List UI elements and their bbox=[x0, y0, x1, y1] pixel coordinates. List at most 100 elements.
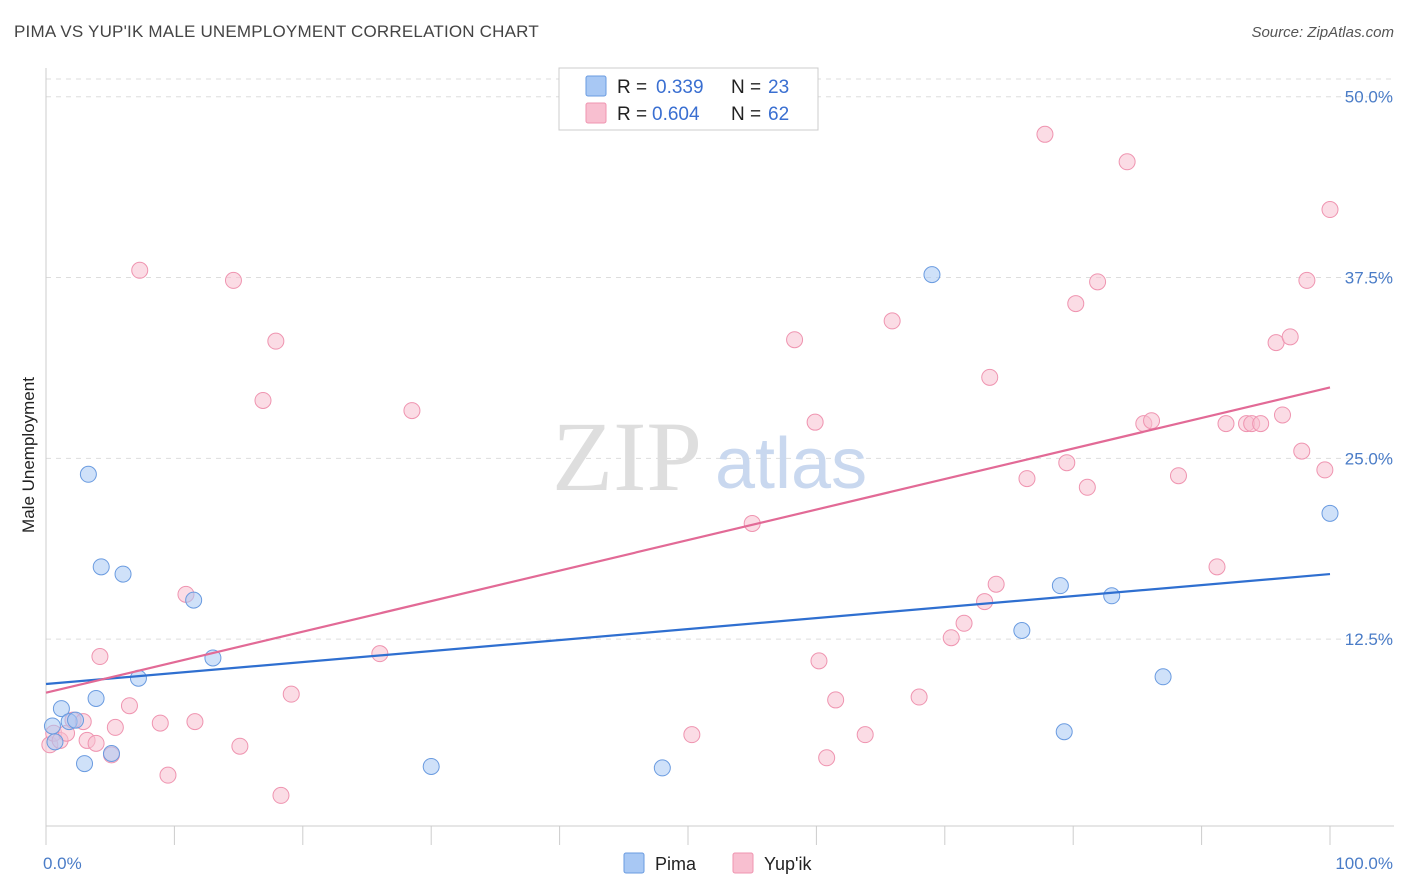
legend-r-label-pima: R = bbox=[617, 77, 647, 98]
yupik-point bbox=[818, 749, 836, 767]
chart-title: PIMA VS YUP'IK MALE UNEMPLOYMENT CORRELA… bbox=[14, 22, 539, 41]
yupik-point bbox=[231, 737, 249, 755]
yupik-point bbox=[810, 652, 828, 670]
y-tick-label: 37.5% bbox=[1345, 269, 1393, 288]
pima-point bbox=[76, 755, 94, 773]
pima-point bbox=[923, 266, 941, 284]
y-axis-label: Male Unemployment bbox=[19, 377, 38, 533]
pima-point bbox=[46, 733, 64, 751]
pima-point bbox=[653, 759, 671, 777]
legend-n-label-yupik: N = bbox=[731, 104, 761, 125]
yupik-point bbox=[1273, 406, 1291, 424]
pima-point bbox=[1321, 504, 1339, 522]
trend-lines bbox=[45, 386, 1331, 694]
yupik-point bbox=[272, 786, 290, 804]
yupik-point bbox=[976, 593, 994, 611]
pima-point bbox=[1103, 587, 1121, 605]
yupik-point bbox=[786, 331, 804, 349]
yupik-point bbox=[151, 714, 169, 732]
yupik-point bbox=[1316, 461, 1334, 479]
yupik-point bbox=[159, 766, 177, 784]
pima-point bbox=[52, 700, 70, 718]
yupik-point bbox=[910, 688, 928, 706]
bottom-legend-swatch-yupik bbox=[732, 852, 754, 874]
yupik-point bbox=[1293, 442, 1311, 460]
legend-swatch-pima bbox=[585, 75, 607, 97]
yupik-point bbox=[1018, 470, 1036, 488]
yupik-point bbox=[856, 726, 874, 744]
axes bbox=[45, 68, 1394, 845]
yupik-point bbox=[1143, 412, 1161, 430]
pima-point bbox=[422, 757, 440, 775]
yupik-point bbox=[87, 734, 105, 752]
pima-point bbox=[1051, 577, 1069, 595]
pima-point bbox=[1013, 621, 1031, 639]
stats-legend: R = 0.339 N = 23 R = 0.604 N = 62 bbox=[558, 67, 819, 131]
yupik-point bbox=[1169, 467, 1187, 485]
yupik-point bbox=[1036, 125, 1054, 143]
yupik-point bbox=[1252, 415, 1270, 433]
pima-point bbox=[43, 717, 61, 735]
legend-n-label-pima: N = bbox=[731, 77, 761, 98]
pima-point bbox=[87, 689, 105, 707]
pima-point bbox=[67, 711, 85, 729]
yupik-point bbox=[1267, 334, 1285, 352]
y-tick-label: 50.0% bbox=[1345, 88, 1393, 107]
yupik-point bbox=[282, 685, 300, 703]
yupik-point bbox=[987, 575, 1005, 593]
source-label: Source: ZipAtlas.com bbox=[1251, 24, 1394, 41]
yupik-point bbox=[1298, 271, 1316, 289]
legend-swatch-yupik bbox=[585, 102, 607, 124]
bottom-legend-label-yupik: Yup'ik bbox=[764, 854, 812, 874]
legend-n-value-yupik: 62 bbox=[768, 104, 789, 125]
yupik-point bbox=[91, 648, 109, 666]
watermark: ZIP atlas bbox=[552, 401, 867, 512]
yupik-point bbox=[1078, 478, 1096, 496]
yupik-point bbox=[371, 645, 389, 663]
y-tick-label: 25.0% bbox=[1345, 449, 1393, 468]
yupik-point bbox=[955, 614, 973, 632]
yupik-point bbox=[1321, 201, 1339, 219]
yupik-points bbox=[41, 125, 1339, 804]
pima-point bbox=[102, 744, 120, 762]
yupik-point bbox=[1089, 273, 1107, 291]
yupik-point bbox=[827, 691, 845, 709]
yupik-point bbox=[131, 261, 149, 279]
yupik-point bbox=[1058, 454, 1076, 472]
yupik-point bbox=[683, 726, 701, 744]
pima-point bbox=[92, 558, 110, 576]
pima-trend-line bbox=[45, 572, 1331, 686]
x-tick-label: 0.0% bbox=[43, 854, 82, 873]
yupik-point bbox=[1217, 415, 1235, 433]
legend-r-label-yupik: R = bbox=[617, 104, 647, 125]
x-tick-label: 100.0% bbox=[1335, 854, 1393, 873]
yupik-point bbox=[1067, 295, 1085, 313]
legend-n-value-pima: 23 bbox=[768, 77, 789, 98]
series-legend: Pima Yup'ik bbox=[623, 852, 812, 874]
yupik-point bbox=[1118, 153, 1136, 171]
yupik-point bbox=[403, 402, 421, 420]
yupik-trend-line bbox=[45, 386, 1331, 694]
legend-r-value-pima: 0.339 bbox=[656, 77, 704, 98]
yupik-point bbox=[120, 697, 138, 715]
pima-point bbox=[1154, 668, 1172, 686]
gridlines bbox=[46, 78, 1394, 640]
bottom-legend-label-pima: Pima bbox=[655, 854, 697, 874]
watermark-atlas: atlas bbox=[715, 424, 867, 504]
yupik-point bbox=[806, 413, 824, 431]
yupik-point bbox=[106, 718, 124, 736]
y-tick-labels: 12.5% 25.0% 37.5% 50.0% bbox=[1345, 88, 1393, 649]
pima-point bbox=[79, 465, 97, 483]
bottom-legend-swatch-pima bbox=[623, 852, 645, 874]
pima-point bbox=[1055, 723, 1073, 741]
yupik-point bbox=[1281, 328, 1299, 346]
legend-r-value-yupik: 0.604 bbox=[652, 104, 700, 125]
yupik-point bbox=[186, 713, 204, 731]
yupik-point bbox=[267, 332, 285, 350]
x-tick-labels: 0.0% 100.0% bbox=[43, 854, 1393, 873]
pima-point bbox=[185, 591, 203, 609]
yupik-point bbox=[254, 391, 272, 409]
yupik-point bbox=[224, 271, 242, 289]
watermark-zip: ZIP bbox=[552, 401, 702, 512]
